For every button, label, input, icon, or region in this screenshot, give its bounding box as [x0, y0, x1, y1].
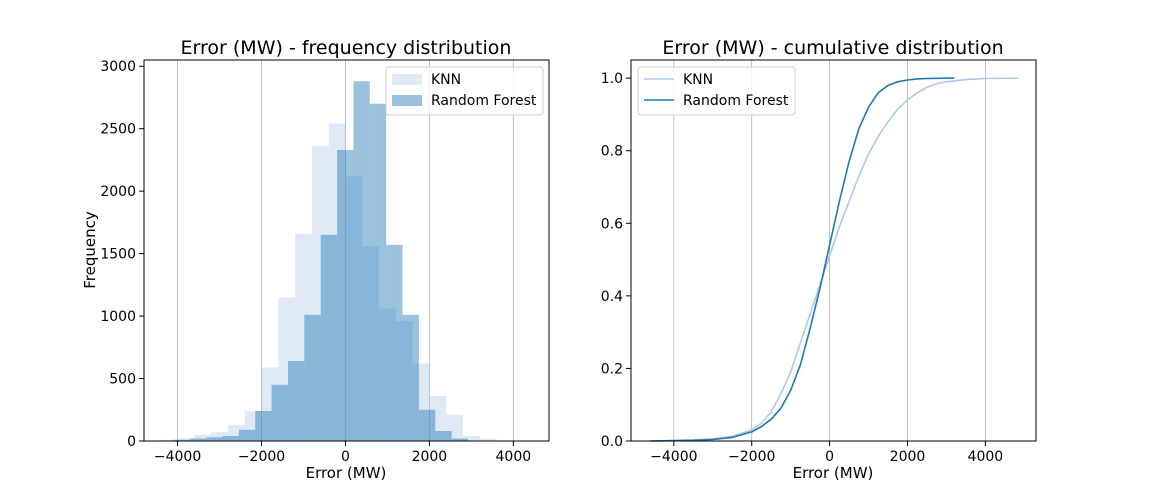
cdf-line-random-forest	[650, 77, 955, 442]
histogram-bar-random-forest	[189, 438, 207, 441]
histogram-bar-random-forest	[206, 437, 223, 441]
histogram-bar-knn	[160, 439, 178, 441]
cdf-y-tick-label: 0.6	[601, 216, 623, 232]
histogram-y-tick-label: 2000	[100, 184, 136, 200]
histogram-bar-knn	[446, 414, 463, 441]
histogram-y-tick-label: 2500	[100, 122, 136, 138]
cdf-x-tick-label: 0	[825, 449, 834, 465]
histogram-bar-knn	[244, 411, 262, 441]
cdf-y-tick-label: 1.0	[601, 71, 623, 87]
cdf-legend-label-random-forest: Random Forest	[683, 93, 789, 109]
histogram-bar-random-forest	[369, 103, 387, 441]
histogram-bar-knn	[194, 434, 212, 441]
histogram-bar-random-forest	[238, 429, 256, 441]
histogram-x-label: Error (MW)	[306, 464, 387, 482]
histogram-plot-area	[144, 60, 549, 441]
histogram-x-ticks: −4000 −2000 0 2000 4000	[154, 441, 531, 465]
histogram-bar-knn	[211, 432, 228, 441]
histogram-bar-knn	[395, 321, 413, 441]
histogram-bar-random-forest	[304, 314, 321, 441]
histogram-bar-random-forest	[255, 411, 272, 441]
histogram-bar-random-forest	[222, 436, 239, 441]
histogram-bar-knn	[177, 438, 195, 441]
histogram-bar-random-forest	[451, 438, 468, 441]
cdf-x-tick-label: 2000	[890, 449, 926, 465]
histogram-bars	[160, 81, 497, 442]
histogram-x-tick-label: 4000	[496, 449, 532, 465]
histogram-bar-random-forest	[435, 431, 452, 441]
cdf-x-label: Error (MW)	[793, 464, 874, 482]
histogram-bar-random-forest	[271, 384, 288, 441]
histogram-bar-knn	[379, 308, 396, 441]
cdf-y-tick-label: 0.4	[601, 289, 623, 305]
cdf-x-ticks: −4000 −2000 0 2000 4000	[650, 441, 1003, 465]
histogram-bar-random-forest	[402, 314, 419, 441]
histogram-bar-random-forest	[287, 361, 305, 441]
histogram-y-tick-label: 500	[109, 372, 136, 388]
histogram-bar-random-forest	[337, 149, 354, 441]
histogram-x-tick-label: 2000	[412, 449, 448, 465]
histogram-bar-random-forest	[353, 81, 370, 441]
cdf-legend-box	[637, 66, 796, 116]
histogram-panel: Error (MW) - frequency distribution −400…	[81, 37, 550, 482]
histogram-bar-random-forest	[320, 234, 338, 441]
histogram-legend-label-random-forest: Random Forest	[431, 93, 537, 109]
histogram-bar-knn	[278, 297, 296, 441]
cdf-x-tick-label: −2000	[728, 449, 775, 465]
cdf-y-tick-label: 0.0	[601, 434, 623, 450]
cdf-line-knn	[650, 77, 1019, 442]
cdf-axes-frame	[630, 59, 1037, 442]
cdf-y-tick-label: 0.8	[601, 144, 623, 160]
histogram-bar-knn	[479, 438, 497, 441]
cdf-y-ticks: 0.0 0.2 0.4 0.6 0.8 1.0	[601, 71, 631, 450]
histogram-bar-knn	[295, 233, 312, 441]
histogram-bar-knn	[362, 246, 380, 441]
cdf-x-tick-label: −4000	[650, 449, 697, 465]
histogram-y-tick-label: 3000	[100, 59, 136, 75]
cdf-x-tick-label: 4000	[968, 449, 1004, 465]
cdf-gridlines	[673, 60, 986, 441]
histogram-legend-box	[385, 66, 544, 116]
cdf-plot-area	[631, 60, 1036, 441]
histogram-title: Error (MW) - frequency distribution	[181, 37, 512, 59]
histogram-legend-swatch-knn	[392, 74, 422, 85]
histogram-legend-swatch-random-forest	[392, 95, 422, 106]
cdf-panel: Error (MW) - cumulative distribution −40…	[601, 37, 1037, 482]
histogram-bar-random-forest	[386, 244, 403, 441]
histogram-y-tick-label: 1000	[100, 309, 136, 325]
histogram-bar-random-forest	[418, 409, 436, 441]
histogram-bar-random-forest	[173, 439, 190, 441]
histogram-bar-knn	[345, 176, 363, 441]
histogram-y-label: Frequency	[81, 211, 99, 289]
histogram-x-tick-label: −4000	[154, 449, 201, 465]
histogram-x-tick-label: −2000	[238, 449, 285, 465]
cdf-legend-label-knn: KNN	[683, 72, 713, 88]
cdf-y-tick-label: 0.2	[601, 361, 623, 377]
cdf-title: Error (MW) - cumulative distribution	[662, 37, 1003, 59]
cdf-legend: KNN Random Forest	[637, 66, 796, 116]
histogram-legend-label-knn: KNN	[431, 72, 461, 88]
histogram-y-tick-label: 0	[127, 434, 136, 450]
histogram-bar-knn	[429, 396, 447, 441]
histogram-bar-knn	[311, 146, 329, 442]
histogram-y-ticks: 0 500 1000 1500 2000 2500 3000	[100, 59, 144, 450]
histogram-bar-knn	[462, 436, 480, 441]
cdf-lines	[650, 77, 1019, 442]
histogram-axes-frame	[143, 59, 550, 442]
histogram-x-tick-label: 0	[341, 449, 350, 465]
histogram-bar-knn	[328, 123, 346, 442]
histogram-bar-knn	[412, 363, 430, 441]
histogram-bar-knn	[227, 424, 245, 441]
histogram-bar-knn	[261, 367, 279, 441]
histogram-y-tick-label: 1500	[100, 247, 136, 263]
histogram-gridlines	[177, 60, 514, 441]
histogram-legend: KNN Random Forest	[385, 66, 544, 116]
